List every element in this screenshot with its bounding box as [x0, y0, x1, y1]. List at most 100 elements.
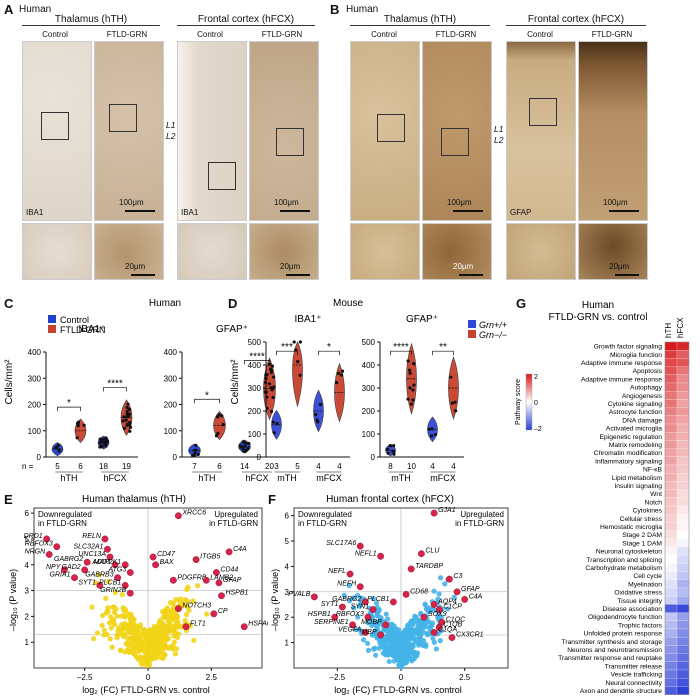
bg-point — [99, 622, 105, 629]
gene-point — [121, 561, 129, 569]
data-point — [128, 425, 133, 430]
bg-point — [105, 578, 111, 585]
panel-e-xlabel: log₂ (FC) FTLD-GRN vs. control — [82, 685, 210, 695]
bg-point — [103, 595, 109, 602]
gene-label: NEFL — [328, 568, 346, 575]
gene-label: C4A — [233, 546, 247, 553]
bg-point — [391, 658, 397, 664]
heatmap-col-hfcx: hFCX — [676, 317, 685, 338]
bg-point — [173, 646, 180, 652]
panel-a-group-title-2: Frontal cortex (hFCX) — [177, 14, 315, 26]
bg-point — [162, 652, 168, 658]
data-point — [275, 421, 279, 426]
gene-label: GABRG2 — [332, 596, 361, 603]
panel-a-species: Human — [19, 4, 52, 15]
heatmap-cell — [664, 489, 678, 498]
heatmap-cell — [676, 653, 690, 662]
heatmap-cell — [664, 374, 678, 384]
data-point — [269, 409, 274, 414]
heatmap-cell — [664, 391, 678, 400]
down-label: Downregulated — [298, 510, 352, 519]
data-point — [121, 419, 125, 423]
y-tick-label: 5 — [25, 535, 30, 544]
n-label: 8 — [388, 462, 393, 471]
micrograph-b-th-control — [350, 41, 420, 221]
heatmap-cell — [676, 661, 690, 671]
bg-point — [386, 658, 392, 665]
legend-label-ko: Grn−/− — [479, 330, 507, 340]
gene-point — [448, 634, 456, 641]
zoom-a-th-ftld: 20μm — [94, 223, 164, 280]
sig-label: * — [67, 398, 71, 409]
legend-swatch-ftld — [48, 325, 56, 333]
data-point — [104, 444, 108, 448]
data-point — [427, 427, 431, 431]
data-point — [246, 446, 250, 451]
inset-box — [109, 104, 137, 132]
heatmap-row-label: Astrocyte function — [609, 409, 662, 416]
gene-point — [356, 583, 364, 591]
bg-point — [89, 604, 95, 610]
heatmap-row-label: Unfolded protein response — [584, 631, 663, 638]
panel-b-species: Human — [346, 4, 379, 15]
micrograph-a-fcx-ftld: 100μm — [249, 41, 319, 221]
bg-point — [123, 641, 129, 647]
n-label: 10 — [407, 462, 416, 471]
heatmap-cell — [676, 481, 690, 490]
heatmap-cell — [676, 366, 690, 375]
bg-point — [145, 657, 151, 663]
bg-point — [413, 627, 419, 633]
sig-bracket — [432, 350, 454, 356]
data-point — [430, 434, 434, 438]
heatmap-row-label: Lipid metabolism — [612, 475, 663, 482]
data-point — [238, 444, 243, 448]
gene-label: NOTCH3 — [182, 603, 211, 610]
data-point — [336, 371, 341, 376]
bg-point — [374, 610, 381, 617]
bg-point — [370, 595, 376, 602]
heatmap-cell — [676, 505, 690, 515]
bg-point — [390, 635, 396, 641]
y-tick-label: 200 — [28, 401, 42, 410]
x-tick-label: –2.5 — [77, 673, 93, 682]
data-point — [99, 438, 103, 442]
heatmap-row-label: Adaptive immune response — [581, 360, 662, 367]
bg-point — [112, 589, 118, 596]
zoom-a-th-control — [22, 223, 92, 280]
scale-bar — [453, 210, 483, 212]
heatmap-cell — [676, 341, 690, 351]
bg-point — [347, 598, 353, 604]
up-label-2: in FTLD-GRN — [209, 519, 258, 528]
panel-a-cond-4: FTLD-GRN — [261, 30, 303, 39]
panel-e-letter: E — [4, 492, 13, 507]
layer-label-l2: L2 — [166, 131, 176, 141]
sig-bracket — [194, 398, 220, 404]
bg-point — [376, 645, 382, 651]
heatmap-cell — [676, 432, 690, 441]
gene-label: SOX9 — [428, 611, 447, 618]
y-tick-label: 6 — [285, 512, 290, 521]
heatmap-row-label: Disease association — [603, 606, 663, 613]
gene-label: C3 — [453, 573, 462, 580]
bg-point — [435, 612, 442, 619]
bg-point — [341, 592, 347, 598]
panel-a-cond-2: FTLD-GRN — [106, 30, 148, 39]
gene-label: PLCB1 — [99, 579, 121, 586]
heatmap-row-label: Tissue integrity — [617, 598, 662, 605]
bg-point — [361, 637, 367, 643]
n-label: 14 — [240, 462, 249, 471]
bg-point — [170, 600, 176, 606]
heatmap-row-label: Angiogenesis — [622, 393, 663, 400]
gene-point — [126, 569, 134, 576]
n-label: 20 — [265, 462, 274, 471]
bg-point — [156, 643, 162, 649]
bg-point — [414, 650, 421, 656]
sig-bracket — [57, 406, 81, 412]
bg-point — [162, 612, 169, 618]
heatmap-cell — [664, 686, 678, 695]
gene-label: NPY — [46, 564, 62, 571]
sig-bracket — [244, 360, 270, 365]
heatmap-cell — [676, 620, 690, 630]
legend-swatch-control — [48, 315, 56, 323]
inset-box — [208, 162, 236, 190]
